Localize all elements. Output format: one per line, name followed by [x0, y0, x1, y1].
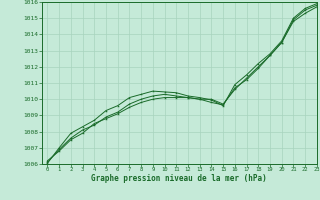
X-axis label: Graphe pression niveau de la mer (hPa): Graphe pression niveau de la mer (hPa): [91, 174, 267, 183]
